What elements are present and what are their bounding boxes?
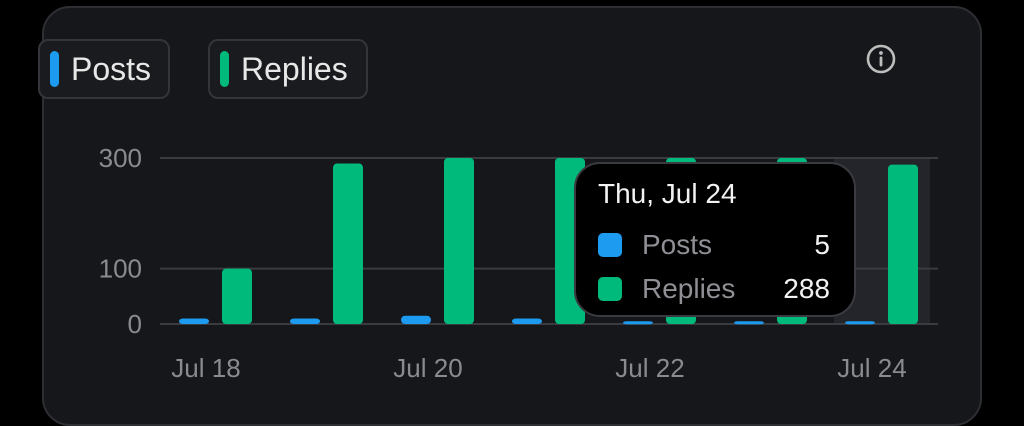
tooltip-posts-value: 5 <box>814 229 830 260</box>
legend-posts-label: Posts <box>71 50 152 87</box>
posts-bar <box>512 318 542 324</box>
posts-bar <box>179 318 209 324</box>
x-tick-label: Jul 24 <box>837 353 906 383</box>
posts-bar <box>845 321 875 325</box>
tooltip-title: Thu, Jul 24 <box>598 178 737 209</box>
x-tick-label: Jul 20 <box>393 353 462 383</box>
replies-bar <box>222 268 252 324</box>
tooltip-replies-value: 288 <box>783 273 830 304</box>
replies-bar <box>333 163 363 324</box>
replies-bar <box>444 158 474 324</box>
legend-replies[interactable]: Replies <box>208 39 368 99</box>
posts-bar <box>401 315 431 324</box>
replies-swatch <box>220 51 229 87</box>
tooltip-replies-label: Replies <box>642 273 736 304</box>
x-tick-label: Jul 18 <box>171 353 240 383</box>
replies-bar <box>888 164 918 324</box>
info-icon[interactable] <box>866 44 896 74</box>
y-tick-label: 300 <box>99 143 142 173</box>
legend-replies-label: Replies <box>241 50 348 87</box>
y-tick-label: 100 <box>99 254 142 284</box>
bar-chart: 0 100 300 Jul 18 Jul 20 Jul 22 Jul 24 <box>99 143 938 383</box>
legend-posts[interactable]: Posts <box>38 39 170 99</box>
posts-bar <box>623 321 653 325</box>
tooltip-row-replies: Replies 288 <box>598 272 830 306</box>
tooltip-row-posts: Posts 5 <box>598 228 830 262</box>
tooltip-replies-swatch <box>598 277 622 301</box>
y-tick-label: 0 <box>128 309 142 339</box>
tooltip-posts-label: Posts <box>642 229 713 260</box>
posts-swatch <box>50 51 59 87</box>
chart-tooltip: Thu, Jul 24 Posts 5 Replies 288 <box>574 162 856 317</box>
posts-bar <box>734 321 764 325</box>
posts-bar <box>290 318 320 324</box>
tooltip-posts-swatch <box>598 233 622 257</box>
x-tick-label: Jul 22 <box>615 353 684 383</box>
